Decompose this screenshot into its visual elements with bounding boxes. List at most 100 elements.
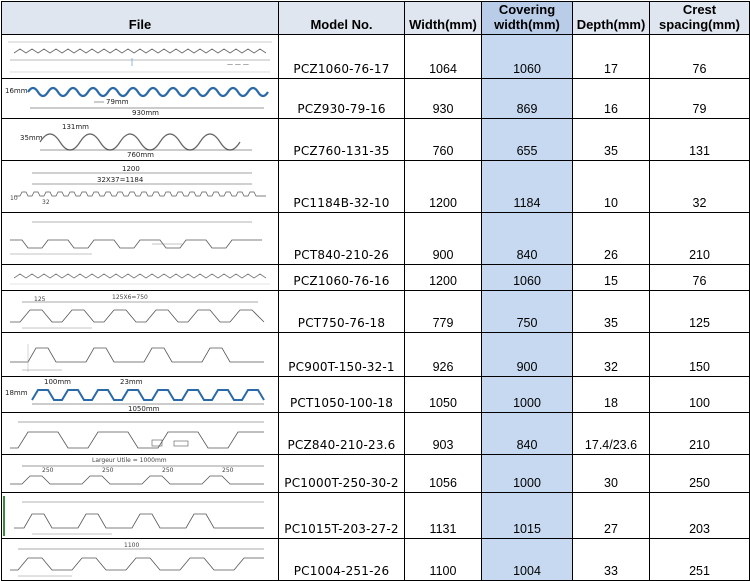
wave-profile-icon: 16mm 79mm 930mm [5,86,269,117]
drawing-label: 125 [34,296,46,303]
covering-width-value: 655 [481,118,573,161]
table-row: 125 125X6=750 PCT750-76-18 779 750 35 12… [1,290,750,333]
model-number: PC1184B-32-10 [278,160,405,213]
crest-spacing-value: 251 [649,538,750,581]
model-number: PC900T-150-32-1 [278,332,405,377]
crest-spacing-value: 131 [649,118,750,161]
depth-value: 17.4/23.6 [572,412,650,455]
trapezoid-profile-icon [10,343,264,372]
drawing-label: 32X37=1184 [97,176,144,184]
depth-value: 15 [572,264,650,291]
covering-width-value: 1184 [481,160,573,213]
width-value: 900 [404,212,482,265]
trapezoid-profile-icon: 1100 [10,542,264,576]
profile-drawing: 125 125X6=750 [1,290,279,333]
depth-value: 35 [572,290,650,333]
header-crest-spacing: Crest spacing(mm) [649,1,750,35]
table-row: PCT840-210-26 900 840 26 210 [1,212,750,265]
model-number: PCZ760-131-35 [278,118,405,161]
drawing-label: 930mm [132,109,159,117]
model-number: PCT750-76-18 [278,290,405,333]
profile-drawing: 1200 32X37=1184 10 32 [1,160,279,213]
wave-profile-icon: 35mm 131mm 760mm [20,123,252,159]
profile-drawing: 1100 [1,538,279,581]
drawing-label: 250 [42,467,54,474]
drawing-label: 16mm [5,87,28,95]
profile-drawing: 18mm 100mm 23mm 1050mm [1,376,279,413]
model-number: PCZ1060-76-16 [278,264,405,291]
model-number: PCZ840-210-23.6 [278,412,405,455]
trapezoid-profile-icon: 125 125X6=750 [10,294,265,328]
trapezoid-profile-icon [3,495,264,536]
covering-width-value: 1000 [481,376,573,413]
crest-spacing-value: 210 [649,212,750,265]
drawing-label: 10 [10,195,18,202]
drawing-label: Largeur Utile = 1000mm [92,457,167,464]
drawing-label: 1100 [124,542,139,549]
table-row: 1100 PC1004-251-26 1100 1004 33 251 [1,538,750,581]
profile-drawing: Largeur Utile = 1000mm 250 250 250 250 [1,454,279,493]
model-number: PCZ1060-76-17 [278,34,405,79]
depth-value: 30 [572,454,650,493]
trapezoid-profile-icon [10,221,262,254]
crest-spacing-value: 250 [649,454,750,493]
table-row: 18mm 100mm 23mm 1050mm PCT1050-100-18 10… [1,376,750,413]
width-value: 1100 [404,538,482,581]
drawing-label: 100mm [44,378,71,386]
drawing-label: 1200 [122,165,140,173]
header-row: File Model No. Width(mm) Covering width(m… [1,1,750,35]
profile-drawing: 35mm 131mm 760mm [1,118,279,161]
width-value: 1200 [404,264,482,291]
depth-value: 26 [572,212,650,265]
depth-value: 17 [572,34,650,79]
trapezoid-profile-icon [10,421,264,448]
depth-value: 27 [572,492,650,539]
width-value: 1050 [404,376,482,413]
trapezoid-profile-icon: 1200 32X37=1184 10 32 [10,165,266,206]
table-row: PCZ840-210-23.6 903 840 17.4/23.6 210 [1,412,750,455]
covering-width-value: 900 [481,332,573,377]
depth-value: 33 [572,538,650,581]
crest-spacing-value: 76 [649,34,750,79]
header-width: Width(mm) [404,1,482,35]
table-row: 1200 32X37=1184 10 32 PC1184B-32-10 1200… [1,160,750,213]
svg-text:— — —: — — — [227,61,249,68]
covering-width-value: 750 [481,290,573,333]
covering-width-value: 840 [481,412,573,455]
covering-width-value: 1004 [481,538,573,581]
drawing-label: 32 [42,199,50,206]
drawing-label: 79mm [106,98,129,106]
table-row: 35mm 131mm 760mm PCZ760-131-35 760 655 3… [1,118,750,161]
depth-value: 18 [572,376,650,413]
depth-value: 35 [572,118,650,161]
model-number: PC1004-251-26 [278,538,405,581]
profile-drawing: — — — [1,34,279,79]
depth-value: 16 [572,78,650,119]
crest-spacing-value: 203 [649,492,750,539]
covering-width-value: 840 [481,212,573,265]
model-number: PC1000T-250-30-2 [278,454,405,493]
table-row: PCZ1060-76-16 1200 1060 15 76 [1,264,750,291]
crest-spacing-value: 210 [649,412,750,455]
wave-profile-icon: — — — [8,41,272,72]
drawing-label: 250 [102,467,114,474]
width-value: 926 [404,332,482,377]
profile-drawing [1,212,279,265]
profile-drawing: 16mm 79mm 930mm [1,78,279,119]
header-depth: Depth(mm) [572,1,650,35]
model-number: PCZ930-79-16 [278,78,405,119]
drawing-label: 1050mm [128,405,160,412]
profile-drawing [1,264,279,291]
width-value: 760 [404,118,482,161]
width-value: 1200 [404,160,482,213]
drawing-label: 125X6=750 [112,294,148,301]
table-row: PC1015T-203-27-2 1131 1015 27 203 [1,492,750,539]
width-value: 930 [404,78,482,119]
crest-spacing-value: 100 [649,376,750,413]
depth-value: 32 [572,332,650,377]
covering-width-value: 1060 [481,34,573,79]
table-row: — — — PCZ1060-76-17 1064 1060 17 76 [1,34,750,79]
crest-spacing-value: 32 [649,160,750,213]
drawing-label: 18mm [5,389,28,397]
